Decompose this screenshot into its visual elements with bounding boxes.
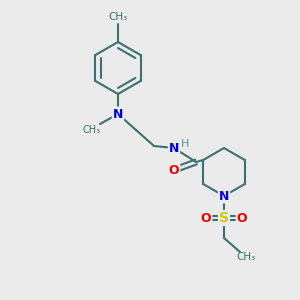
Text: CH₃: CH₃ [83, 125, 101, 135]
Text: O: O [169, 164, 179, 176]
Text: O: O [201, 212, 211, 224]
Text: CH₃: CH₃ [108, 12, 128, 22]
Text: S: S [219, 211, 229, 225]
Text: N: N [219, 190, 229, 202]
Text: O: O [237, 212, 247, 224]
Text: N: N [113, 107, 123, 121]
Text: H: H [181, 139, 189, 149]
Text: CH₃: CH₃ [236, 252, 256, 262]
Text: N: N [169, 142, 179, 154]
